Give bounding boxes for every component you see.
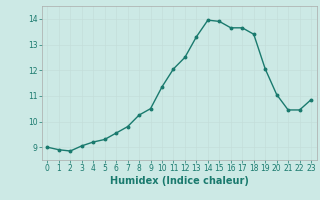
X-axis label: Humidex (Indice chaleur): Humidex (Indice chaleur) <box>110 176 249 186</box>
